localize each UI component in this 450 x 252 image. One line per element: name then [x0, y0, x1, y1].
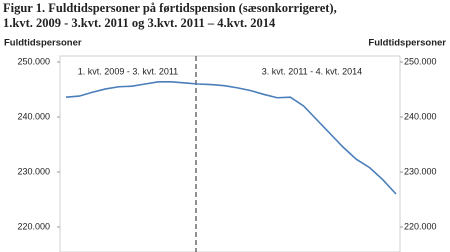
- y2-tick-label: 250.000: [404, 56, 437, 66]
- y-tick-label: 230.000: [17, 166, 50, 176]
- y-axis-label: Fuldtidspersoner: [4, 38, 82, 49]
- y2-axis-label: Fuldtidspersoner: [368, 38, 446, 49]
- annotation: 3. kvt. 2011 - 4. kvt. 2014: [262, 66, 362, 76]
- y-tick-label: 220.000: [17, 221, 50, 231]
- annotation: 1. kvt. 2009 - 3. kvt. 2011: [78, 66, 178, 76]
- y-tick-label: 250.000: [17, 56, 50, 66]
- plot-frame: [59, 55, 401, 252]
- y2-tick-label: 240.000: [404, 111, 437, 121]
- chart-title: 1.kvt. 2009 - 3.kvt. 2011 og 3.kvt. 2011…: [3, 16, 276, 30]
- y-tick-label: 240.000: [17, 111, 50, 121]
- chart-title: Figur 1. Fuldtidspersoner på førtidspens…: [3, 1, 337, 15]
- data-line: [65, 81, 397, 195]
- y2-tick-label: 220.000: [404, 221, 437, 231]
- y2-tick-label: 230.000: [404, 166, 437, 176]
